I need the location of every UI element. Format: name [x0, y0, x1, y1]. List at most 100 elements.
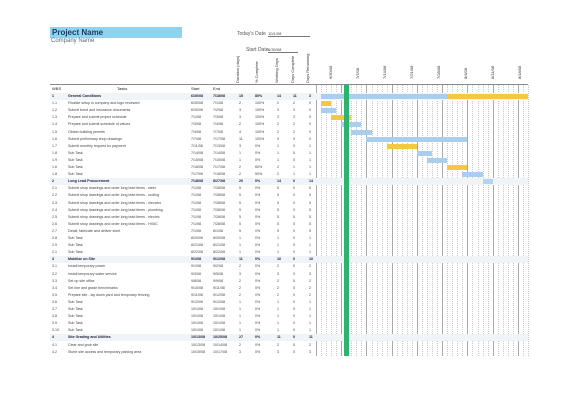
cell-days-remaining: 0	[309, 108, 311, 113]
week-label: 7/14/08	[382, 65, 387, 79]
gantt-bar[interactable]	[341, 122, 362, 128]
cell-wbs: 2.1	[52, 250, 57, 255]
task-row[interactable]: 1.1 Finalize setup is company and logo re…	[50, 100, 330, 107]
task-row[interactable]: 4.2 Stone site access and temporary parki…	[50, 349, 330, 356]
cell-wbs: 3.7	[52, 307, 57, 311]
cell-days-complete: 0	[293, 207, 295, 212]
cell-days-complete: 0	[293, 342, 295, 347]
summary-task-row[interactable]: 4 Site Grading and Utilities 10/13/08 10/25…	[50, 334, 330, 341]
cell-task: Sub Task	[68, 321, 83, 326]
cell-pct: 0%	[255, 342, 261, 347]
cell-working-days: 1	[277, 321, 279, 326]
cell-task: Submit preliminary shop drawings	[68, 136, 122, 141]
gantt-grid-line	[381, 85, 383, 356]
gantt-bar[interactable]	[447, 94, 528, 99]
task-row[interactable]: 2.7 Detail, fabricate and deliver steel 7/…	[50, 228, 330, 235]
summary-row-bg	[50, 334, 528, 342]
cell-duration: 5	[239, 228, 241, 233]
task-row[interactable]: 4.1 Clear and grub site 10/13/08 10/14/08 2 0…	[50, 342, 330, 349]
cell-duration: 20	[239, 179, 243, 184]
cell-days-complete: 2	[293, 129, 295, 134]
gantt-bar[interactable]	[351, 129, 372, 135]
gantt-bar[interactable]	[366, 136, 468, 142]
summary-task-row[interactable]: 3 Mobilize on Site 9/1/08 9/12/08 11 0% 10 0 10	[50, 256, 330, 263]
cell-wbs: 2.2	[52, 193, 57, 198]
task-row[interactable]: 2.1 Submit shop drawings and order long l…	[50, 185, 330, 192]
gantt-bar[interactable]	[331, 115, 352, 121]
task-row[interactable]: 2.6 Submit shop drawings and order long l…	[50, 221, 330, 228]
cell-wbs: 3.4	[52, 285, 57, 290]
task-row[interactable]: 3.9 Sub Task 10/1/08 10/1/08 1 0% 1 0 1	[50, 320, 330, 327]
gantt-bar[interactable]	[482, 179, 493, 185]
gantt-bar[interactable]	[321, 108, 337, 114]
task-row[interactable]: 3.7 Sub Task 10/1/08 10/1/08 1 0% 1 0 1	[50, 306, 330, 313]
task-row[interactable]: 2.9 Sub Task 8/21/08 8/21/08 1 0% 1 0 1	[50, 242, 330, 249]
task-row[interactable]: 1.9 Sub Task 7/15/08 7/15/08 1 0% 1 0 1	[50, 157, 330, 164]
cell-pct: 0%	[255, 193, 261, 198]
cell-end: 7/18/08	[213, 94, 225, 98]
summary-task-row[interactable]: 2 Long Lead Procurement 7/18/08 8/27/08 20 0%…	[50, 178, 330, 185]
gantt-bar[interactable]	[321, 94, 448, 99]
task-row[interactable]: 1.7 Submit monthly request for payment 7/1…	[50, 143, 330, 150]
cell-days-complete: 0	[293, 221, 295, 226]
task-row[interactable]: 3.5 Prepare site - lay down yard and temp…	[50, 292, 330, 299]
task-row[interactable]: 2.4 Submit shop drawings and order long l…	[50, 207, 330, 214]
cell-end: 7/4/08	[213, 122, 223, 127]
task-row[interactable]: 3.3 Set up site office 9/8/08 9/9/08 2 0% 2 0 2	[50, 278, 330, 285]
gantt-bar[interactable]	[386, 143, 417, 149]
task-row[interactable]: 2.5 Submit shop drawings and order long l…	[50, 214, 330, 221]
cell-wbs: 3.3	[52, 278, 57, 283]
cell-duration: 1	[239, 157, 241, 162]
task-row[interactable]: 3.1 Install temporary power 9/1/08 9/2/08 2 0…	[50, 263, 330, 270]
cell-end: 9/11/08	[213, 285, 225, 290]
cell-days-complete: 0	[293, 271, 295, 276]
cell-start: 10/13/08	[191, 342, 205, 347]
start-date-value[interactable]: 6/30/08	[268, 47, 298, 53]
cell-working-days: 1	[277, 307, 279, 311]
cell-end: 7/28/08	[213, 193, 225, 198]
gantt-bar[interactable]	[416, 150, 433, 156]
cell-pct: 0%	[255, 349, 261, 354]
cell-pct: 0%	[255, 150, 261, 155]
gantt-bar[interactable]	[462, 172, 483, 178]
gantt-bar[interactable]	[447, 165, 468, 170]
task-row[interactable]: 1.6 Sub Task 7/16/08 7/17/08 2 60% 2 1 1	[50, 164, 330, 171]
company-name[interactable]: Company Name	[51, 38, 95, 44]
cell-task: Submit shop drawings and order long lead…	[68, 221, 158, 226]
cell-start: 6/30/08	[191, 101, 203, 106]
task-row[interactable]: 3.10 Sub Task 10/1/08 10/1/08 1 0% 1 0 1	[50, 327, 330, 334]
task-row[interactable]: 2.3 Submit shop drawings and order long l…	[50, 200, 330, 207]
cell-wbs: 4.2	[52, 349, 57, 354]
task-row[interactable]: 1.2 Submit bond and insurance documents 6/…	[50, 107, 330, 114]
task-row[interactable]: 3.2 Install temporary water service 9/3/08…	[50, 271, 330, 278]
task-row[interactable]: 1.8 Sub Task 7/14/08 7/14/08 1 0% 1 0 1	[50, 150, 330, 157]
cell-wbs: 2.7	[52, 228, 57, 233]
cell-wbs: 1.6	[52, 165, 57, 169]
project-name[interactable]: Project Name	[50, 27, 182, 38]
gantt-bar[interactable]	[427, 157, 448, 163]
summary-task-row[interactable]: 1 General Conditions 6/30/08 7/18/08 15 80% 14…	[50, 93, 330, 100]
gantt-grid-line	[432, 85, 434, 356]
cell-start: 7/14/08	[191, 150, 203, 155]
cell-working-days: 5	[277, 221, 279, 226]
task-row[interactable]: 3.6 Sub Task 9/12/08 9/12/08 1 0% 1 0 1	[50, 299, 330, 306]
task-row[interactable]: 1.3 Prepare and submit project schedule 7/…	[50, 114, 330, 121]
cell-end: 9/9/08	[213, 278, 223, 283]
gantt-bar[interactable]	[321, 101, 332, 107]
task-row[interactable]: 3.4 Set line and grade benchmarks 9/10/08 9…	[50, 285, 330, 292]
task-row[interactable]: 2.8 Sub Task 8/20/08 8/20/08 1 0% 1 0 1	[50, 235, 330, 242]
task-row[interactable]: 3.8 Sub Task 10/1/08 10/1/08 1 0% 1 0 1	[50, 313, 330, 320]
cell-wbs: 3	[52, 257, 54, 262]
summary-row-bg	[50, 93, 528, 100]
task-row[interactable]: 1.6 Submit preliminary shop drawings 7/7/0…	[50, 136, 330, 143]
cell-task: Detail, fabricate and deliver steel	[68, 228, 121, 233]
gantt-grid-line	[316, 85, 317, 356]
task-row[interactable]: 1.8 Sub Task 7/17/08 7/18/08 2 50% 2 1 1	[50, 171, 330, 178]
todays-date-value[interactable]: 10/1/08	[268, 31, 310, 37]
gantt-grid-line	[386, 85, 388, 356]
task-row[interactable]: 1.4 Prepare and submit schedule of values…	[50, 121, 330, 128]
task-row[interactable]: 1.5 Obtain building permits 7/4/08 7/7/08 4 1…	[50, 129, 330, 136]
cell-days-complete: 0	[293, 150, 295, 155]
task-row[interactable]: 2.1 Sub Task 8/22/08 8/22/08 1 0% 1 0 1	[50, 249, 330, 256]
task-row[interactable]: 2.2 Submit shop drawings and order long l…	[50, 192, 330, 199]
